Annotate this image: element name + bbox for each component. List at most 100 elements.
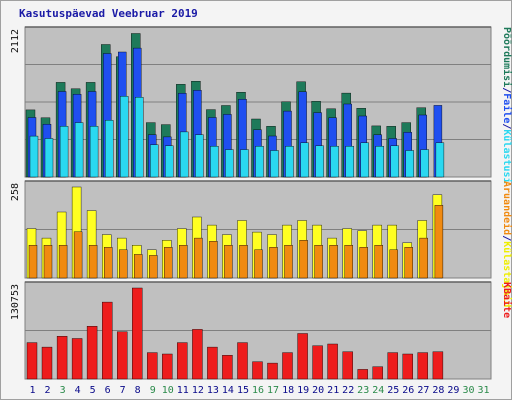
legend-entry: / <box>501 87 512 93</box>
bar-külastusi-day-5 <box>89 126 99 178</box>
bar-kbaite-day-21 <box>327 343 338 380</box>
legend-entry: KBaite <box>501 282 512 318</box>
panel-top: 2112 <box>10 26 492 178</box>
legend-entry: Faile <box>501 93 512 123</box>
bar-aruandeid-day-9 <box>149 255 158 279</box>
x-tick-label: 15 <box>237 385 249 396</box>
bar-külastusi-day-28 <box>435 142 445 178</box>
y-tick-label: 130753 <box>10 284 21 320</box>
legend-entry: Külastusi <box>501 129 512 183</box>
bar-aruandeid-day-14 <box>224 244 233 279</box>
bar-kbaite-day-5 <box>86 326 98 380</box>
bar-aruandeid-day-27 <box>419 237 428 279</box>
bar-külastusi-day-26 <box>405 150 414 178</box>
bar-külastusi-day-6 <box>104 120 114 178</box>
bar-kbaite-day-22 <box>342 351 353 380</box>
bar-külastusi-day-13 <box>210 145 219 178</box>
bar-aruandeid-day-18 <box>284 244 293 279</box>
legend-entry: Aruandeid <box>501 181 512 235</box>
bar-aruandeid-day-25 <box>389 249 398 279</box>
bar-külastusi-day-4 <box>74 122 84 178</box>
bar-kbaite-day-1 <box>26 342 38 380</box>
bar-külastusi-day-8 <box>134 96 144 178</box>
bar-külastusi-day-15 <box>240 149 249 178</box>
bar-aruandeid-day-28 <box>434 205 444 279</box>
bar-kbaite-day-8 <box>131 287 143 380</box>
chart-title: Kasutuspäevad Veebruar 2019 <box>19 7 198 20</box>
bar-aruandeid-day-2 <box>43 244 53 279</box>
bar-külastusi-day-2 <box>44 138 54 178</box>
panel-bottom: 130753 <box>10 281 492 380</box>
bar-kbaite-day-14 <box>222 355 233 380</box>
x-tick-label: 14 <box>222 385 234 396</box>
series-külastusi <box>29 96 445 178</box>
y-tick-label: 258 <box>10 183 21 201</box>
bar-külastusi-day-7 <box>119 96 129 178</box>
bar-aruandeid-day-16 <box>254 249 263 279</box>
bar-külastusi-day-20 <box>315 145 324 178</box>
x-tick-label: 10 <box>162 385 174 396</box>
bar-aruandeid-day-1 <box>28 244 38 279</box>
series-kbaite <box>26 287 444 380</box>
x-tick-label: 12 <box>192 385 204 396</box>
bar-kbaite-day-26 <box>402 353 413 380</box>
bar-külastusi-day-19 <box>300 142 309 178</box>
legend-top: Pöördumisi/Faile/Külastusi <box>501 27 512 184</box>
x-tick-label: 22 <box>342 385 354 396</box>
bar-kbaite-day-4 <box>71 338 83 380</box>
bar-aruandeid-day-15 <box>239 244 248 279</box>
y-tick-label: 2112 <box>10 29 21 53</box>
bar-aruandeid-day-19 <box>299 240 308 279</box>
bar-külastusi-day-24 <box>375 145 384 178</box>
bar-aruandeid-day-17 <box>269 247 278 279</box>
bar-kbaite-day-3 <box>56 336 68 380</box>
bar-aruandeid-day-23 <box>359 247 368 279</box>
bar-aruandeid-day-7 <box>118 249 128 279</box>
bar-kbaite-day-15 <box>237 342 248 380</box>
bar-kbaite-day-27 <box>417 352 428 380</box>
x-tick-label: 31 <box>477 385 489 396</box>
bar-kbaite-day-6 <box>101 301 113 380</box>
bar-kbaite-day-7 <box>116 331 128 380</box>
legend-middle: Aruandeid/Külastajaid <box>501 181 512 307</box>
x-tick-label: 8 <box>135 385 141 396</box>
panel-middle: 258 <box>10 180 492 279</box>
bar-külastusi-day-17 <box>270 150 279 178</box>
x-tick-label: 24 <box>372 385 384 396</box>
bar-kbaite-day-9 <box>147 352 158 380</box>
x-tick-label: 19 <box>297 385 309 396</box>
bar-külastusi-day-22 <box>345 145 354 178</box>
bar-aruandeid-day-24 <box>374 244 383 279</box>
legend-entry: / <box>501 123 512 129</box>
bar-külastusi-day-18 <box>285 145 294 178</box>
bar-aruandeid-day-20 <box>314 244 323 279</box>
bar-aruandeid-day-13 <box>209 241 218 279</box>
bar-kbaite-day-28 <box>432 351 444 380</box>
bar-kbaite-day-10 <box>162 353 173 380</box>
x-tick-label: 28 <box>432 385 444 396</box>
bar-külastusi-day-25 <box>390 145 399 178</box>
x-tick-label: 18 <box>282 385 294 396</box>
bar-aruandeid-day-26 <box>404 247 413 279</box>
bar-külastusi-day-9 <box>150 144 159 178</box>
bar-aruandeid-day-21 <box>329 244 338 279</box>
x-tick-label: 16 <box>252 385 264 396</box>
bar-kbaite-day-18 <box>282 352 293 380</box>
x-tick-label: 9 <box>150 385 156 396</box>
x-tick-label: 17 <box>267 385 279 396</box>
x-tick-label: 3 <box>60 385 66 396</box>
bar-kbaite-day-2 <box>41 346 53 380</box>
bar-aruandeid-day-4 <box>73 231 83 279</box>
bar-kbaite-day-11 <box>177 342 188 380</box>
bar-kbaite-day-17 <box>267 362 278 380</box>
bar-kbaite-day-20 <box>312 345 323 380</box>
x-tick-label: 23 <box>357 385 369 396</box>
x-tick-label: 30 <box>462 385 474 396</box>
bar-külastusi-day-10 <box>165 145 174 178</box>
bar-külastusi-day-16 <box>255 145 264 178</box>
bar-külastusi-day-11 <box>180 131 189 178</box>
series-aruandeid <box>28 205 444 279</box>
bar-kbaite-day-24 <box>372 366 383 380</box>
